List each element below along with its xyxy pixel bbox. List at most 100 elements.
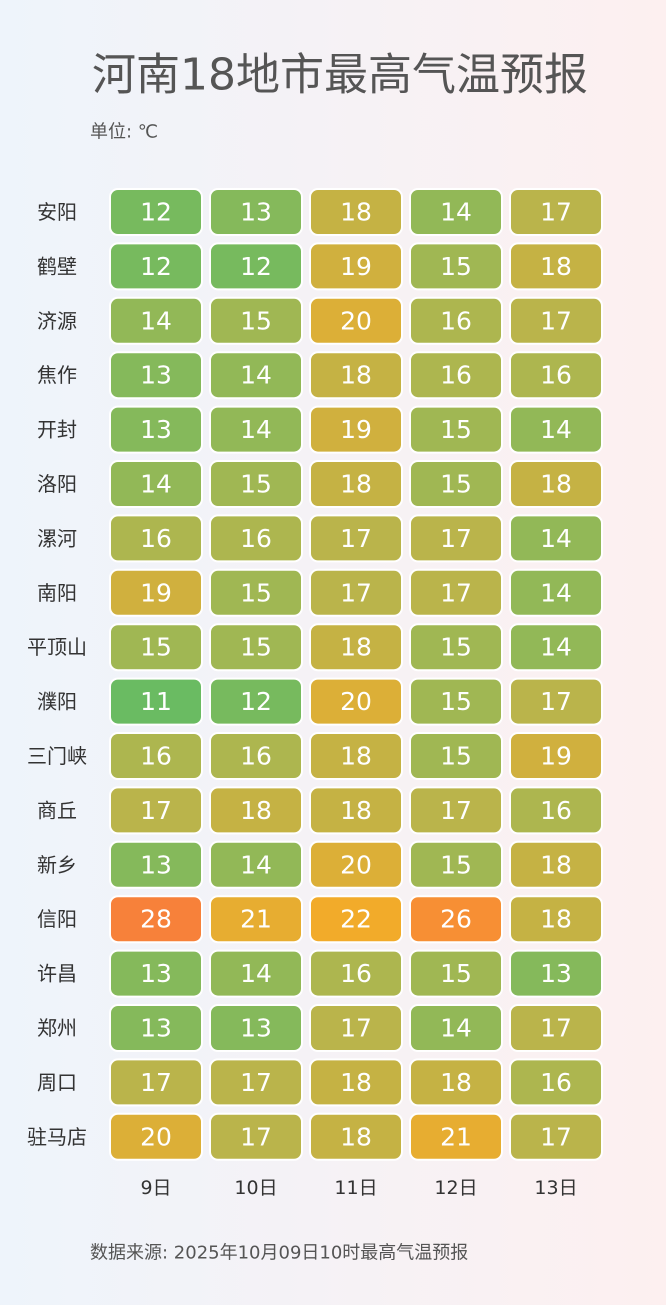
heat-cell	[409, 296, 503, 345]
cell-value: 18	[340, 1122, 372, 1151]
cell-value: 15	[440, 742, 472, 771]
heat-cell	[309, 514, 403, 563]
heat-cell	[409, 1058, 503, 1107]
heat-cell	[209, 296, 303, 345]
heat-cell	[309, 732, 403, 780]
cell-value: 17	[340, 578, 372, 607]
cell-value: 14	[540, 578, 572, 607]
cell-value: 17	[440, 524, 472, 553]
cell-value: 16	[440, 306, 472, 335]
heat-cell	[309, 1058, 403, 1107]
row-label: 新乡	[37, 853, 77, 877]
cell-value: 17	[540, 306, 572, 335]
heat-cell	[309, 1004, 403, 1052]
cell-value: 16	[440, 361, 472, 390]
row-label: 济源	[37, 309, 77, 333]
cell-value: 15	[440, 959, 472, 988]
heat-cell	[109, 351, 203, 400]
heat-cell	[509, 786, 603, 835]
heat-cell	[209, 1058, 303, 1107]
cell-value: 16	[340, 959, 372, 988]
cell-value: 18	[540, 850, 572, 879]
cell-value: 13	[540, 959, 572, 988]
cell-value: 20	[340, 306, 372, 335]
heat-cell	[209, 405, 303, 454]
chart-title: 河南18地市最高气温预报	[92, 50, 588, 101]
cell-value: 13	[140, 850, 172, 879]
column-label: 10日	[234, 1177, 277, 1199]
cell-value: 18	[540, 470, 572, 499]
heat-cell	[509, 460, 603, 508]
cell-value: 14	[240, 850, 272, 879]
cell-value: 14	[240, 415, 272, 444]
heat-cell	[409, 949, 503, 998]
cell-value: 15	[440, 470, 472, 499]
heat-cell	[409, 895, 503, 944]
heat-cell	[309, 623, 403, 672]
cell-value: 14	[240, 361, 272, 390]
heat-cell	[109, 514, 203, 563]
cell-value: 18	[440, 1068, 472, 1097]
heat-cell	[109, 732, 203, 780]
cell-value: 13	[140, 1014, 172, 1043]
heat-cell	[509, 1112, 603, 1161]
cell-value: 16	[540, 361, 572, 390]
heat-cell	[409, 514, 503, 563]
row-label: 驻马店	[27, 1125, 87, 1149]
cell-value: 18	[340, 742, 372, 771]
heat-cell	[209, 568, 303, 617]
cell-value: 20	[140, 1122, 172, 1151]
cell-value: 12	[140, 252, 172, 281]
cell-value: 16	[540, 796, 572, 825]
column-label: 13日	[534, 1177, 577, 1199]
heat-cell	[109, 460, 203, 508]
heat-cell	[109, 188, 203, 236]
heat-cell	[209, 514, 303, 563]
heat-cell	[509, 732, 603, 780]
cell-value: 15	[240, 470, 272, 499]
heat-cell	[309, 296, 403, 345]
row-label: 安阳	[37, 200, 77, 224]
cell-value: 18	[340, 796, 372, 825]
cell-value: 13	[240, 1014, 272, 1043]
row-label: 开封	[37, 418, 77, 442]
cell-value: 15	[240, 306, 272, 335]
heat-cell	[309, 895, 403, 944]
heat-cell	[209, 242, 303, 291]
cell-value: 13	[140, 415, 172, 444]
heat-cell	[209, 949, 303, 998]
cell-value: 18	[340, 361, 372, 390]
cell-value: 17	[340, 1014, 372, 1043]
row-label: 信阳	[37, 907, 77, 931]
heat-cell	[209, 732, 303, 780]
cell-value: 16	[540, 1068, 572, 1097]
cell-value: 15	[240, 578, 272, 607]
heat-cell	[309, 351, 403, 400]
heat-cell	[409, 732, 503, 780]
heat-cell	[109, 405, 203, 454]
cell-value: 28	[140, 905, 172, 934]
cell-value: 14	[440, 1014, 472, 1043]
cell-value: 18	[340, 470, 372, 499]
cell-value: 15	[440, 687, 472, 716]
cell-value: 18	[540, 252, 572, 281]
cell-value: 12	[240, 687, 272, 716]
heat-cell	[209, 188, 303, 236]
heat-cell	[409, 786, 503, 835]
cell-value: 15	[440, 252, 472, 281]
cell-value: 17	[540, 1122, 572, 1151]
cell-value: 15	[440, 415, 472, 444]
cell-value: 14	[540, 415, 572, 444]
heat-cell	[209, 460, 303, 508]
unit-label: 单位: ℃	[90, 122, 158, 143]
cell-value: 22	[340, 905, 372, 934]
row-label: 郑州	[37, 1016, 77, 1040]
cell-value: 19	[340, 252, 372, 281]
cell-value: 19	[540, 742, 572, 771]
cell-value: 16	[140, 742, 172, 771]
heat-cell	[109, 1004, 203, 1052]
heat-cell	[509, 840, 603, 889]
heat-cell	[109, 1112, 203, 1161]
heat-cell	[509, 514, 603, 563]
